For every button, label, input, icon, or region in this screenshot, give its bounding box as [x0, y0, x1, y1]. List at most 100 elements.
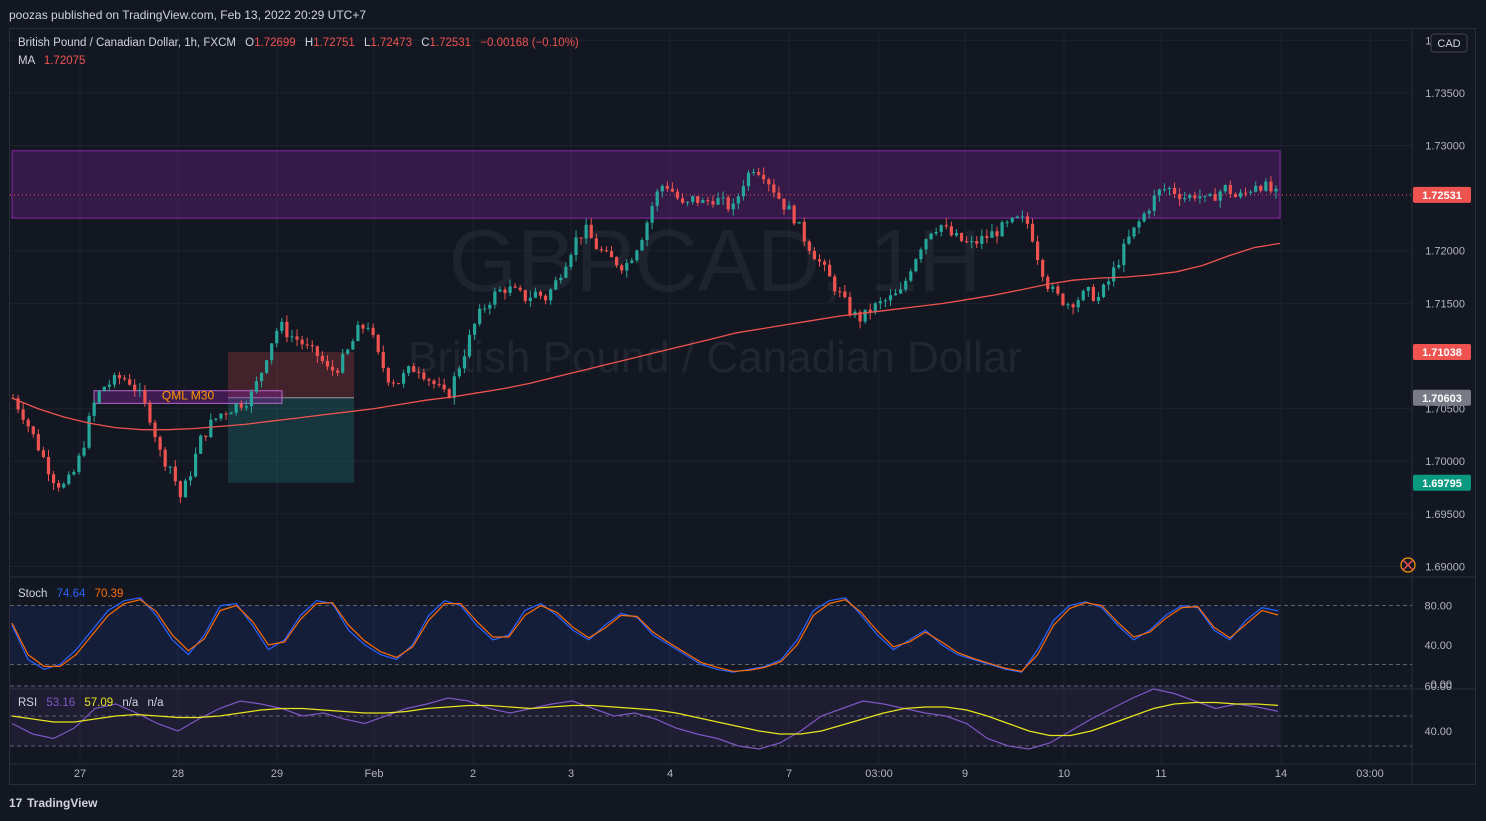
candle [1259, 184, 1263, 193]
price-tick-label: 1.70500 [1425, 404, 1465, 416]
candle-body [16, 398, 20, 410]
candle-body [1010, 217, 1014, 223]
candle [92, 399, 96, 422]
candle [746, 170, 751, 191]
candle [513, 283, 517, 289]
candle [1056, 283, 1060, 296]
candle-body [513, 286, 517, 288]
currency-badge[interactable] [1430, 33, 1468, 53]
candle-body [87, 415, 91, 448]
candle [716, 192, 720, 206]
candle [1142, 211, 1146, 223]
candle [112, 372, 117, 388]
candle-body [888, 295, 893, 301]
candle [655, 188, 659, 212]
candle-body [265, 360, 269, 373]
candle-body [538, 291, 543, 296]
candle [325, 355, 330, 371]
candle [1223, 184, 1227, 194]
candle [584, 218, 588, 244]
candle [833, 274, 837, 296]
candle-body [1152, 195, 1156, 211]
candle [701, 197, 705, 204]
entry-price-label: 1.70603 [1422, 393, 1462, 405]
candle-body [229, 412, 233, 415]
candle [893, 289, 898, 296]
candle-body [462, 356, 467, 369]
tradingview-logo[interactable]: 17 TradingView [9, 796, 97, 810]
candle-body [1238, 192, 1243, 198]
candle-body [1213, 194, 1217, 201]
candle [204, 435, 208, 441]
candle-body [285, 321, 289, 338]
chart-canvas[interactable]: GBPCAD, 1H British Pound / Canadian Doll… [10, 29, 1475, 784]
candle [1127, 229, 1131, 246]
candle-body [1046, 276, 1050, 289]
candle-body [437, 384, 441, 386]
rsi-legend: RSI 53.16 57.09 n/a n/a [18, 697, 164, 709]
candle [594, 233, 598, 250]
candle [163, 446, 167, 471]
candle [574, 230, 578, 262]
candle-body [1218, 191, 1222, 201]
candle [995, 226, 999, 244]
candle [315, 345, 319, 364]
candle-body [975, 241, 979, 244]
candle [757, 168, 761, 177]
candle [472, 322, 477, 341]
candle [401, 369, 406, 388]
candle [706, 196, 710, 206]
candle [767, 177, 771, 192]
candle-body [919, 249, 923, 260]
candle-body [214, 418, 218, 420]
candle-body [396, 383, 401, 385]
candle-body [259, 372, 264, 382]
candle-body [1208, 194, 1212, 196]
candle [559, 274, 563, 284]
candle-body [645, 222, 649, 241]
candle-body [655, 191, 659, 206]
candle-body [244, 406, 248, 408]
candle [128, 373, 132, 386]
take-profit-zone [228, 397, 354, 483]
candle-body [1005, 222, 1009, 224]
candle-body [117, 375, 122, 379]
candle [1157, 188, 1161, 202]
candle [366, 322, 370, 331]
candle [117, 371, 122, 385]
candle [462, 349, 467, 373]
candle [615, 256, 619, 268]
candle-body [650, 205, 654, 223]
candle-body [1264, 181, 1268, 191]
candle [802, 217, 806, 246]
candle [209, 413, 213, 439]
candle [564, 262, 568, 279]
candle-body [549, 289, 553, 301]
rsi-tick-label: 40.00 [1424, 726, 1452, 738]
candle-body [579, 237, 583, 239]
candle-body [767, 179, 771, 185]
candle [417, 366, 421, 379]
candle-body [254, 381, 259, 392]
candle [985, 229, 989, 244]
candle-body [812, 250, 817, 260]
candle-body [893, 293, 898, 296]
candle-body [1025, 216, 1030, 224]
candle-body [1274, 188, 1278, 192]
candle-body [1157, 189, 1161, 196]
candle [1071, 302, 1075, 315]
candle [1010, 217, 1014, 224]
candle [1167, 186, 1172, 196]
chart-frame[interactable]: GBPCAD, 1H British Pound / Canadian Doll… [9, 28, 1476, 785]
candle [1117, 259, 1121, 270]
candle [1249, 189, 1253, 196]
resistance-zone [11, 150, 1281, 219]
candle-body [1203, 195, 1207, 197]
candle [442, 378, 446, 393]
candle [188, 471, 193, 486]
candle [711, 195, 715, 208]
candle-body [1020, 216, 1024, 218]
candle-body [1269, 181, 1273, 192]
candle-body [1183, 198, 1187, 200]
target-price-label-box [1413, 474, 1471, 491]
